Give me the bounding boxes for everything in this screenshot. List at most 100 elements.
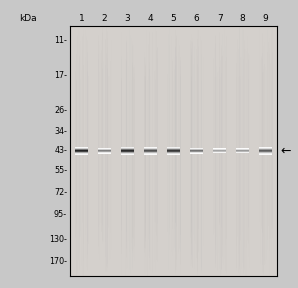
Bar (167, 151, 180, 152)
Bar (259, 153, 272, 154)
Bar (259, 151, 272, 152)
Text: 72-: 72- (54, 188, 67, 197)
Bar (167, 147, 180, 148)
Bar (144, 149, 157, 150)
Bar (167, 147, 180, 148)
Text: 11-: 11- (54, 36, 67, 45)
Bar (167, 152, 180, 153)
Bar (121, 151, 134, 152)
Bar (259, 152, 272, 153)
Text: 95-: 95- (54, 210, 67, 219)
Bar (75, 150, 88, 151)
Text: 130-: 130- (49, 236, 67, 245)
Bar (75, 149, 88, 150)
Bar (144, 149, 157, 150)
Bar (121, 148, 134, 149)
Bar (75, 148, 88, 149)
Bar (144, 150, 157, 151)
Bar (167, 148, 180, 149)
Bar (121, 149, 134, 150)
Text: 34-: 34- (54, 127, 67, 136)
Bar (75, 154, 88, 155)
Bar (144, 153, 157, 154)
Text: kDa: kDa (19, 14, 37, 23)
Bar (121, 149, 134, 150)
Text: 55-: 55- (54, 166, 67, 175)
Text: 7: 7 (217, 14, 223, 23)
Bar (121, 152, 134, 153)
Bar (121, 152, 134, 153)
Bar (259, 149, 272, 150)
Bar (121, 150, 134, 151)
Text: 170-: 170- (49, 257, 67, 266)
Bar (167, 148, 180, 149)
Text: 43-: 43- (54, 146, 67, 155)
Bar (167, 152, 180, 153)
Bar (167, 153, 180, 154)
Text: 17-: 17- (54, 71, 67, 80)
Bar (144, 152, 157, 153)
Text: 2: 2 (102, 14, 107, 23)
Bar (144, 147, 157, 148)
Text: 1: 1 (79, 14, 84, 23)
Text: 6: 6 (194, 14, 199, 23)
Bar (167, 150, 180, 151)
Text: 5: 5 (171, 14, 176, 23)
Bar (144, 148, 157, 149)
Bar (167, 153, 180, 154)
Bar (259, 151, 272, 152)
Bar (144, 147, 157, 148)
Bar (121, 147, 134, 148)
Bar (144, 149, 157, 150)
Bar (167, 149, 180, 150)
Bar (75, 153, 88, 154)
Bar (144, 153, 157, 154)
Bar (121, 150, 134, 151)
Bar (75, 153, 88, 154)
Bar (259, 149, 272, 150)
Bar (259, 147, 272, 148)
Bar (167, 149, 180, 150)
Bar (75, 147, 88, 148)
Bar (121, 153, 134, 154)
Bar (259, 149, 272, 150)
Bar (121, 147, 134, 148)
Bar (121, 148, 134, 149)
Text: 3: 3 (125, 14, 131, 23)
Bar (75, 152, 88, 153)
Text: 9: 9 (263, 14, 268, 23)
Bar (259, 153, 272, 154)
Bar (75, 148, 88, 149)
Bar (167, 150, 180, 151)
Bar (121, 154, 134, 155)
Bar (144, 151, 157, 152)
Bar (121, 151, 134, 152)
Bar (75, 149, 88, 150)
Bar (121, 152, 134, 153)
Bar (167, 149, 180, 150)
Text: 8: 8 (240, 14, 246, 23)
Bar (75, 151, 88, 152)
Bar (144, 151, 157, 152)
Bar (167, 154, 180, 155)
Bar (259, 148, 272, 149)
Text: 26-: 26- (54, 106, 67, 115)
Bar (259, 147, 272, 148)
Bar (259, 151, 272, 152)
Bar (259, 150, 272, 151)
Bar (167, 151, 180, 152)
Bar (75, 151, 88, 152)
Bar (121, 154, 134, 155)
Bar (75, 151, 88, 152)
Bar (144, 150, 157, 151)
Bar (144, 148, 157, 149)
Bar (75, 152, 88, 153)
Bar (75, 149, 88, 150)
Text: 4: 4 (148, 14, 153, 23)
Bar (144, 151, 157, 152)
Bar (259, 152, 272, 153)
Bar (121, 153, 134, 154)
Text: ←: ← (280, 144, 291, 157)
Bar (259, 148, 272, 149)
Bar (167, 152, 180, 153)
